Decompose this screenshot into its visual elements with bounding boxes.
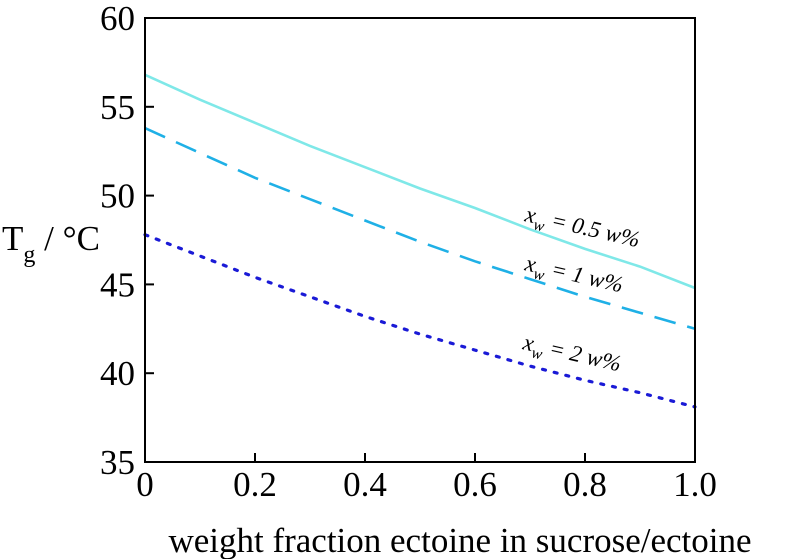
series-0-annotation-rest: = 0.5 w%	[543, 206, 642, 252]
series-1-annotation-rest: = 1 w%	[543, 255, 625, 297]
series-layer	[143, 73, 697, 409]
y-axis-label: Tg / °C	[2, 219, 100, 268]
series-2-annotation: xw = 2 w%	[519, 329, 624, 381]
x-tick-label: 0.8	[563, 465, 607, 504]
y-tick-label: 50	[100, 177, 135, 216]
y-axis-label-subscript: g	[23, 242, 35, 268]
y-tick-label: 35	[100, 443, 135, 482]
series-2-annotation-sub: w	[530, 344, 545, 363]
y-tick-label: 55	[100, 88, 135, 127]
annotation-layer: xw = 0.5 w% xw = 1 w% xw = 2 w%	[519, 201, 643, 381]
series-2-annotation-rest: = 2 w%	[541, 334, 623, 376]
y-tick-label: 45	[100, 265, 135, 304]
x-axis-label: weight fraction ectoine in sucrose/ectoi…	[168, 521, 751, 559]
series-1-annotation-sub: w	[532, 265, 547, 284]
series-line-2	[143, 233, 697, 409]
x-tick-label: 0	[136, 465, 154, 504]
series-0-annotation-sub: w	[532, 216, 547, 235]
y-axis-label-main: T	[2, 219, 23, 258]
x-tick-label: 0.6	[453, 465, 497, 504]
series-line-1	[144, 126, 696, 331]
x-tick-label: 0.2	[233, 465, 277, 504]
y-tick-label: 40	[100, 354, 135, 393]
y-axis-label-rest: / °C	[35, 219, 100, 258]
plot-frame	[144, 17, 696, 463]
x-tick-label: 0.4	[343, 465, 387, 504]
y-tick-label: 60	[100, 0, 135, 38]
x-tick-label: 1.0	[673, 465, 717, 504]
tick-layer: 0 0.2 0.4 0.6 0.8 1.0 35 40 45 50 55 60	[100, 0, 717, 504]
series-line-0	[144, 73, 696, 290]
